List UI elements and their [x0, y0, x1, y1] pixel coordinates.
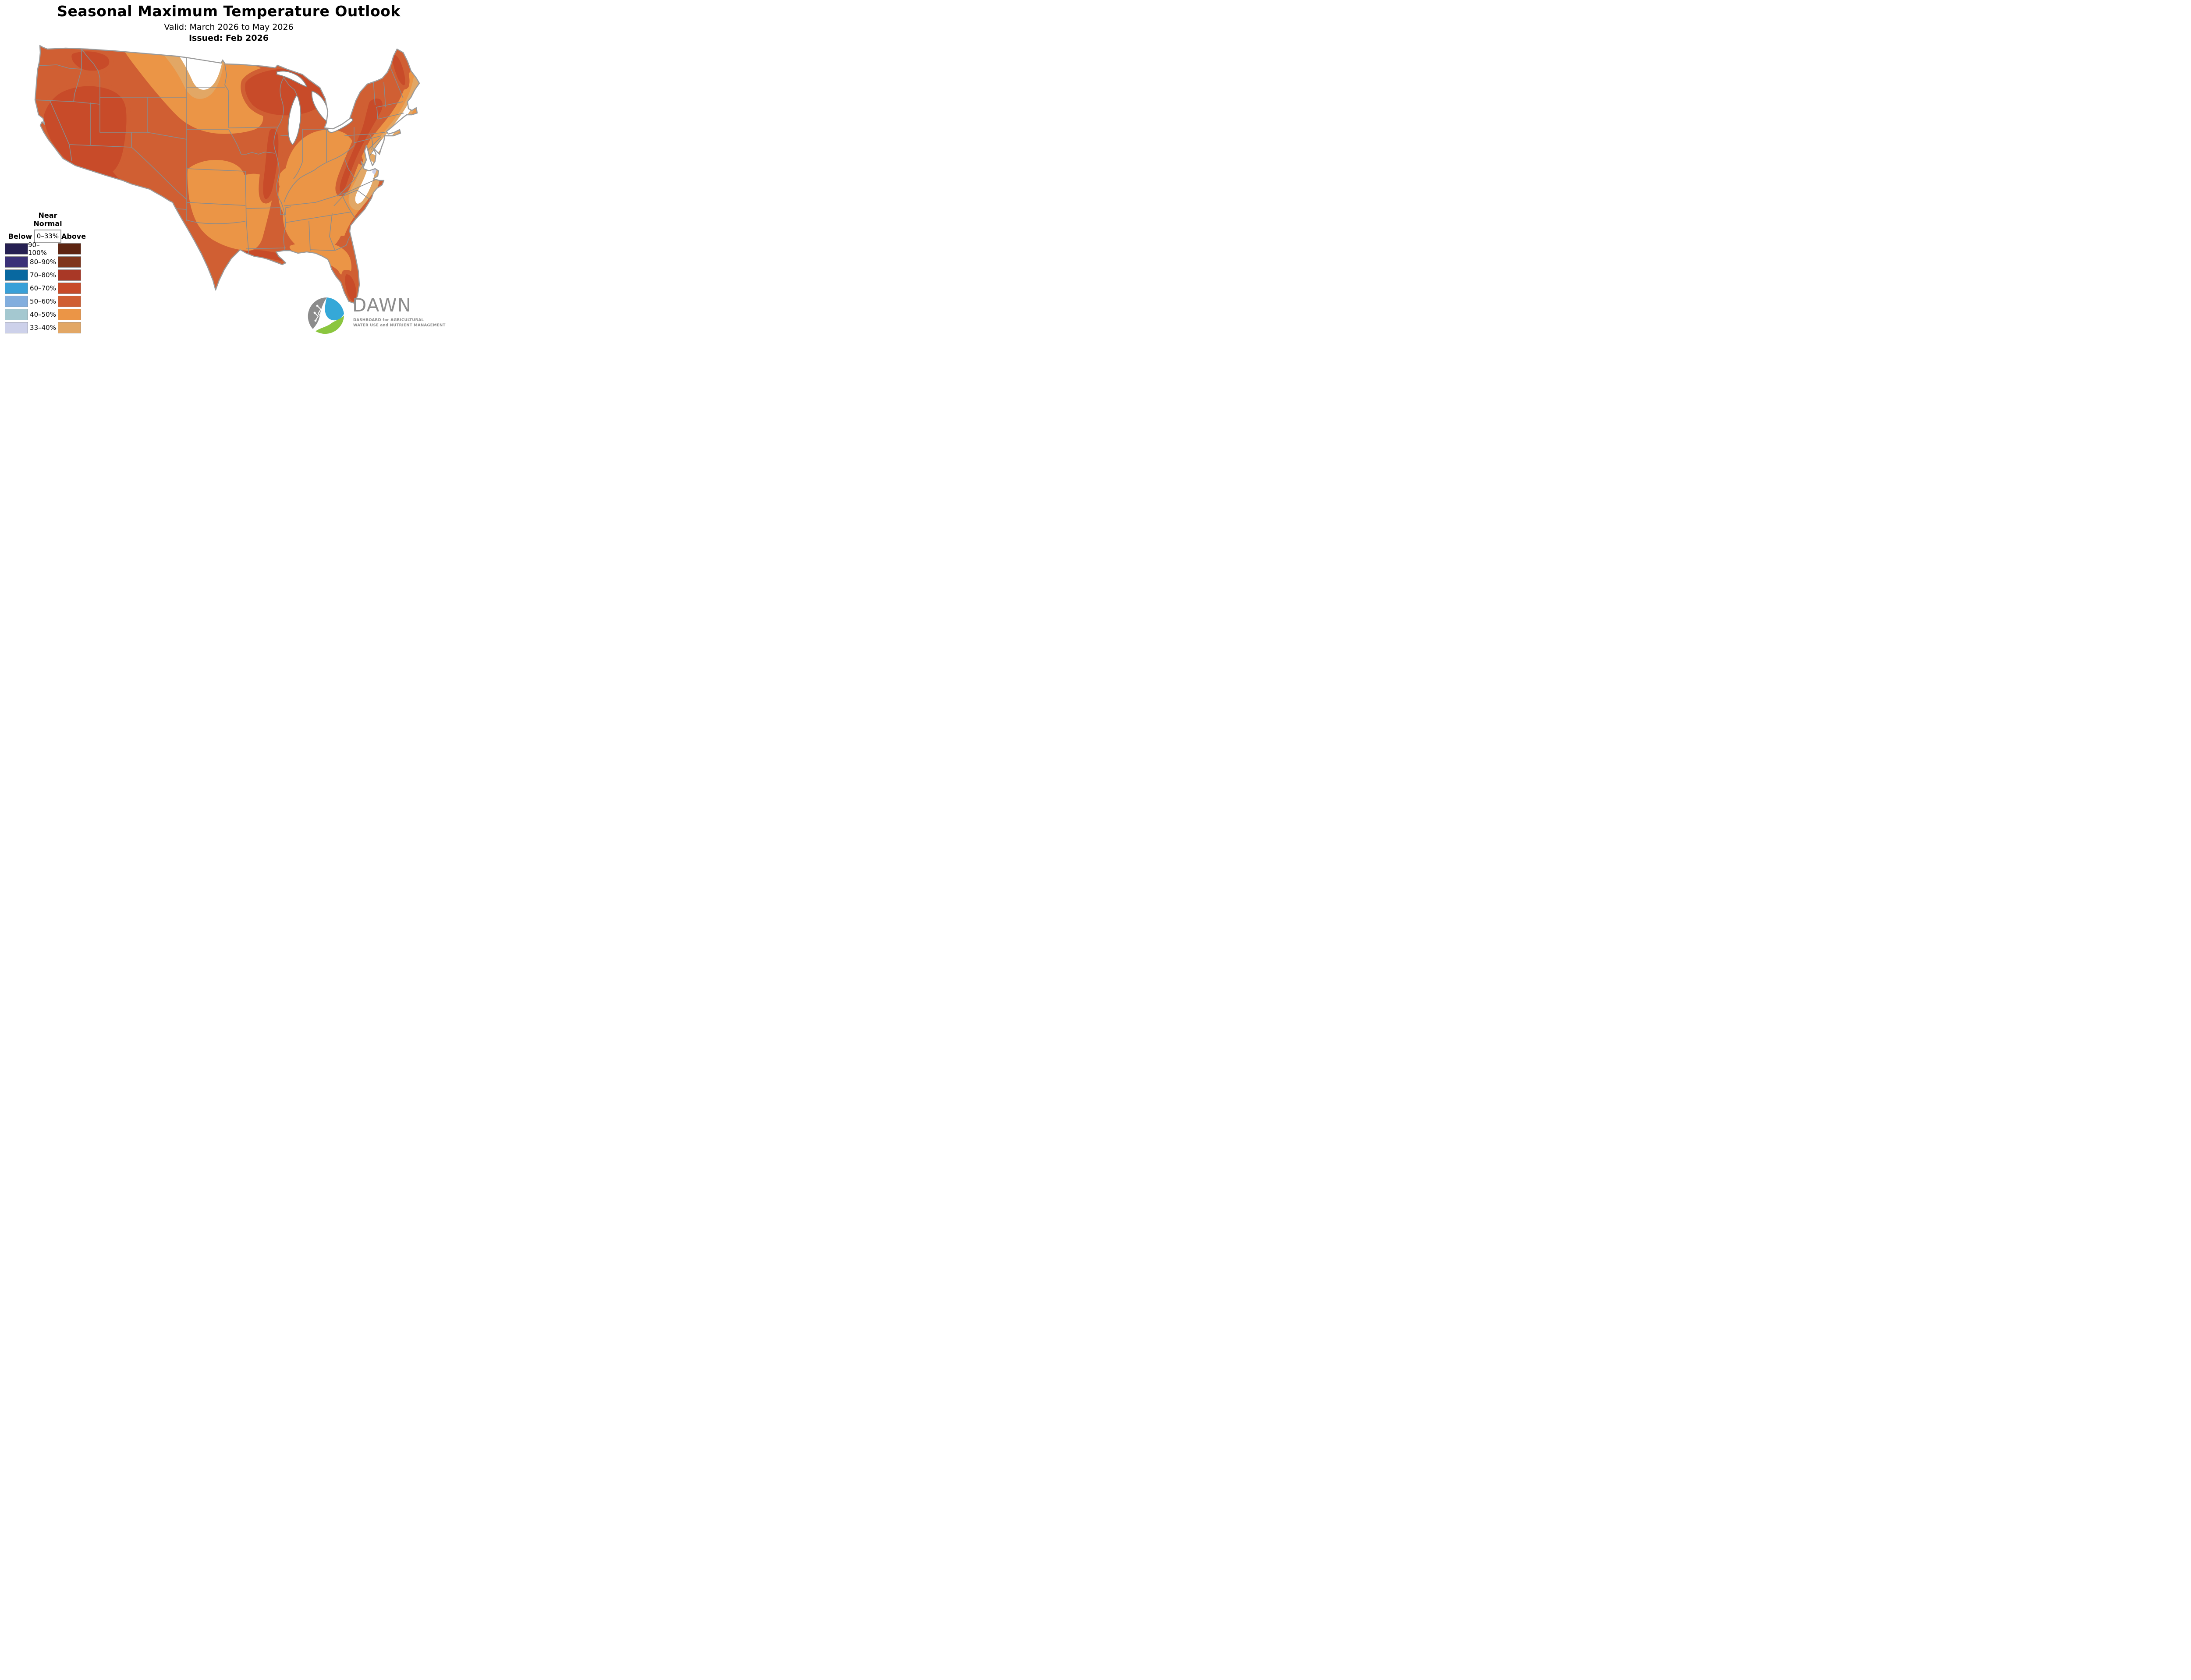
legend-row: 40–50% — [4, 308, 117, 322]
below-swatch — [5, 269, 28, 281]
legend-rows: 90–100% 80–90% 70–80% 60–70% 50–60% 40–50% 33–… — [4, 241, 117, 335]
logo-blue-drop — [325, 297, 344, 321]
above-swatch — [58, 243, 81, 255]
outlook-map — [34, 45, 420, 304]
dawn-tagline-1: DASHBOARD for AGRICULTURAL — [353, 318, 424, 322]
dawn-logo-icon — [308, 297, 346, 335]
issued-date: Issued: Feb 2026 — [188, 33, 269, 43]
legend-row: 70–80% — [4, 269, 117, 282]
state-borders — [35, 49, 404, 262]
region-above-40-50-central — [187, 159, 273, 251]
above-swatch — [58, 283, 81, 294]
region-above-60-70-interior-west — [39, 81, 137, 206]
legend-range-label: 50–60% — [30, 297, 56, 305]
us-outline — [34, 45, 420, 304]
page-title: Seasonal Maximum Temperature Outlook — [57, 3, 401, 20]
legend-range-label: 40–50% — [30, 311, 56, 318]
dawn-tagline-2: WATER USE and NUTRIENT MANAGEMENT — [353, 323, 446, 328]
above-swatch — [58, 322, 81, 333]
above-column-header: Above — [61, 232, 86, 241]
below-swatch — [5, 322, 28, 333]
below-swatch — [5, 243, 28, 255]
below-swatch — [5, 296, 28, 307]
legend-range-label: 33–40% — [30, 324, 56, 332]
below-swatch — [5, 283, 28, 294]
legend-range-label: 80–90% — [30, 258, 56, 266]
logo-gray-circuit — [308, 297, 327, 329]
logo-green-leaf — [316, 315, 344, 334]
legend-range-label: 70–80% — [30, 271, 56, 279]
below-column-header: Below — [8, 232, 32, 241]
near-normal-label: Near Normal — [33, 211, 62, 228]
lake-michigan — [287, 95, 301, 145]
header: Seasonal Maximum Temperature Outlook Val… — [0, 3, 457, 43]
lake-ontario — [341, 86, 360, 98]
below-swatch — [5, 256, 28, 268]
dawn-logo-text: DAWN — [352, 294, 411, 316]
legend-range-label: 60–70% — [30, 284, 56, 292]
region-above-60-70-mississippi-tongue — [259, 124, 283, 204]
above-swatch — [58, 296, 81, 307]
above-swatch — [58, 256, 81, 268]
legend-range-label: 90–100% — [28, 241, 47, 257]
legend-row: 90–100% — [4, 241, 117, 257]
legend-row: 50–60% — [4, 295, 117, 308]
dawn-logo: DAWN DASHBOARD for AGRICULTURAL WATER US… — [307, 294, 451, 335]
region-above-60-70-east-washington — [67, 47, 114, 75]
lake-superior — [277, 71, 308, 88]
legend-row: 60–70% — [4, 282, 117, 295]
above-swatch — [58, 269, 81, 281]
near-normal-range-box: 0–33% — [34, 230, 61, 243]
above-swatch — [58, 309, 81, 320]
below-swatch — [5, 309, 28, 320]
legend-row: 80–90% — [4, 256, 117, 269]
legend-row: 33–40% — [4, 322, 117, 335]
valid-period: Valid: March 2026 to May 2026 — [164, 22, 294, 32]
